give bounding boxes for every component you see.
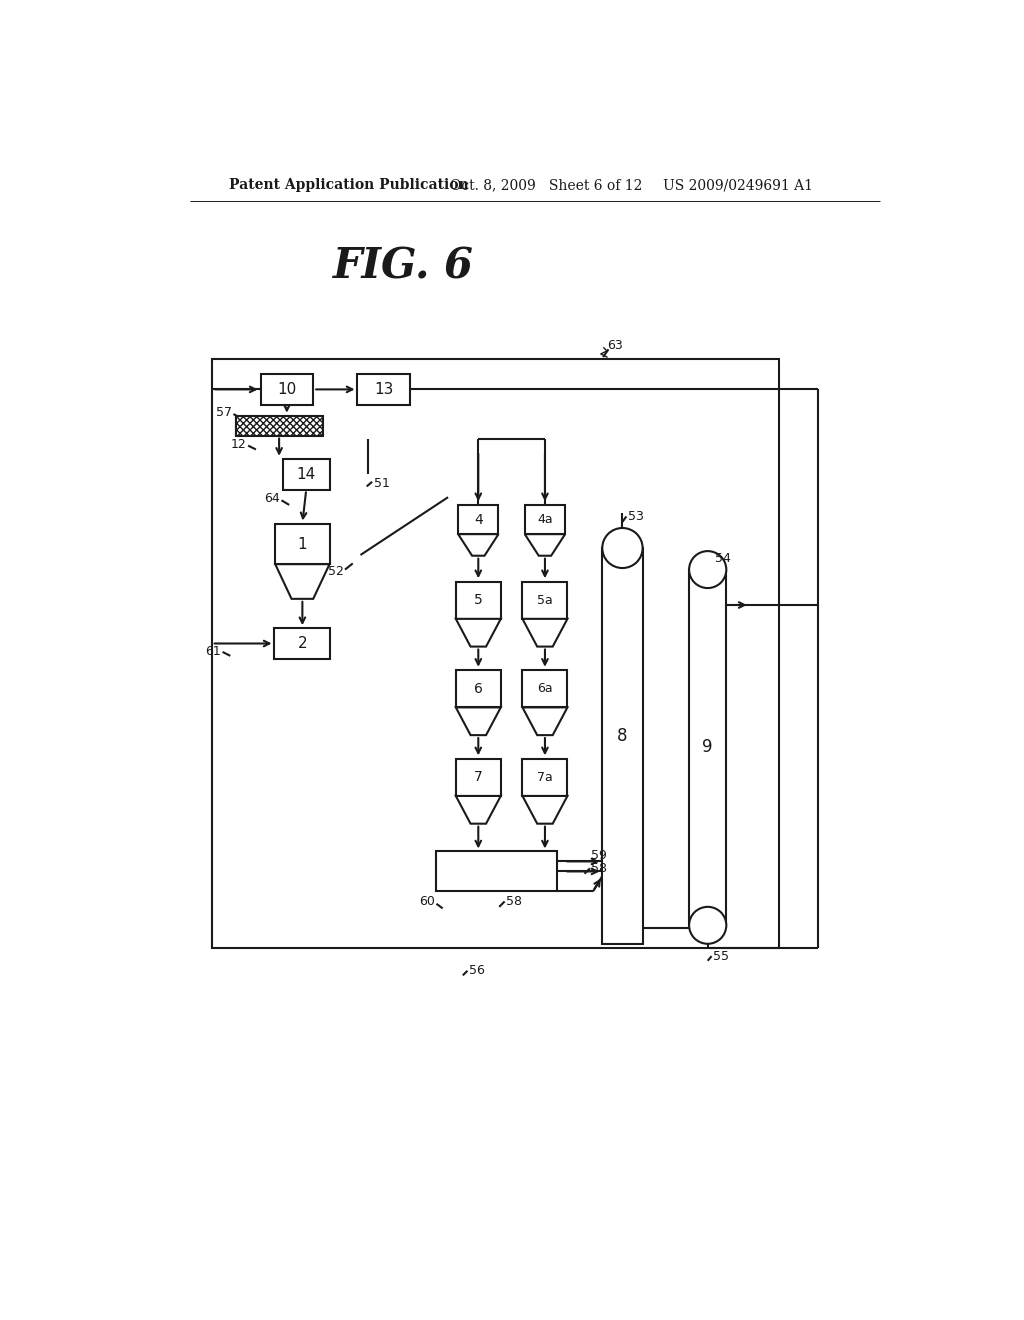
Text: 59: 59 [592, 849, 607, 862]
Bar [212, 359, 779, 948]
Text: 6: 6 [474, 682, 482, 696]
Text: US 2009/0249691 A1: US 2009/0249691 A1 [663, 178, 813, 193]
Text: 4a: 4a [538, 513, 553, 527]
Text: 4: 4 [474, 512, 482, 527]
Text: 13: 13 [374, 381, 393, 397]
Ellipse shape [689, 907, 726, 944]
Text: 57: 57 [216, 407, 231, 418]
Polygon shape [524, 535, 565, 556]
Polygon shape [456, 708, 501, 735]
Bar [274, 628, 331, 659]
Text: 5: 5 [474, 594, 482, 607]
Text: 64: 64 [264, 492, 280, 506]
Text: 56: 56 [469, 964, 485, 977]
Bar [522, 759, 567, 796]
Bar [283, 459, 330, 490]
Bar [524, 506, 565, 535]
Text: 52: 52 [328, 565, 343, 578]
Bar [260, 374, 313, 405]
Text: 54: 54 [716, 552, 731, 565]
Polygon shape [522, 708, 567, 735]
Bar [456, 671, 501, 708]
Bar [275, 524, 330, 564]
Ellipse shape [602, 528, 643, 568]
Text: Oct. 8, 2009   Sheet 6 of 12: Oct. 8, 2009 Sheet 6 of 12 [450, 178, 642, 193]
Polygon shape [456, 796, 501, 824]
Bar [436, 851, 557, 891]
Text: 2: 2 [298, 636, 307, 651]
Bar [689, 570, 726, 925]
Text: 1: 1 [298, 537, 307, 552]
Bar [458, 506, 499, 535]
Bar [522, 671, 567, 708]
Polygon shape [522, 796, 567, 824]
Text: FIG. 6: FIG. 6 [333, 246, 474, 288]
Polygon shape [456, 619, 501, 647]
Ellipse shape [689, 552, 726, 589]
Polygon shape [275, 564, 330, 599]
Text: 10: 10 [278, 381, 297, 397]
Text: 51: 51 [374, 477, 389, 490]
Text: Patent Application Publication: Patent Application Publication [228, 178, 468, 193]
Text: 8: 8 [617, 727, 628, 744]
Polygon shape [458, 535, 499, 556]
Text: 7a: 7a [537, 771, 553, 784]
Text: 53: 53 [628, 510, 644, 523]
Bar [602, 548, 643, 944]
Text: 6a: 6a [538, 682, 553, 696]
Bar [357, 374, 410, 405]
Bar [456, 759, 501, 796]
Text: 63: 63 [607, 339, 623, 352]
Bar [236, 416, 323, 436]
Text: 60: 60 [419, 895, 435, 908]
Text: 5a: 5a [537, 594, 553, 607]
Text: 58: 58 [506, 895, 522, 908]
Bar [522, 582, 567, 619]
Text: 58: 58 [592, 862, 607, 875]
Text: 7: 7 [474, 771, 482, 784]
Text: 61: 61 [205, 644, 221, 657]
Text: 9: 9 [702, 738, 713, 756]
Text: 12: 12 [230, 438, 247, 451]
Text: 14: 14 [297, 466, 315, 482]
Polygon shape [522, 619, 567, 647]
Bar [456, 582, 501, 619]
Text: 55: 55 [713, 949, 729, 962]
